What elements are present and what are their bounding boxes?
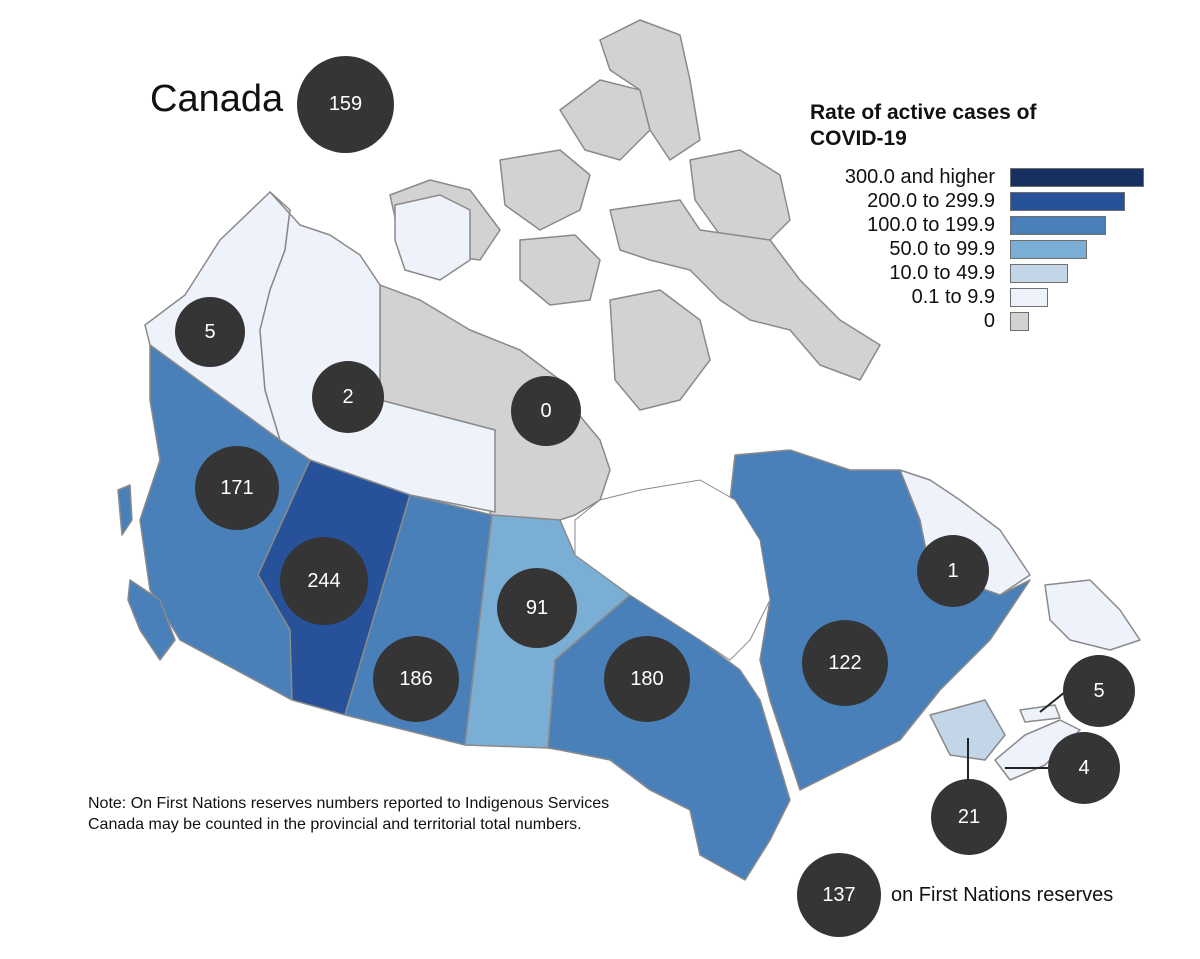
first-nations-label: on First Nations reserves: [891, 884, 1114, 906]
bubble-quebec: 122: [802, 620, 888, 706]
legend-title-line2: COVID-19: [810, 127, 907, 150]
arctic-island-5: [689, 149, 791, 251]
note-text: Note: On First Nations reserves numbers …: [88, 795, 610, 833]
arctic-island-7: [609, 289, 711, 411]
bubble-manitoba: 91: [497, 568, 577, 648]
bubble-nova-scotia: 4: [1048, 732, 1120, 804]
arctic-island-6: [519, 234, 601, 306]
legend-label: 200.0 to 299.9: [867, 190, 995, 212]
legend-label: 0.1 to 9.9: [911, 286, 995, 308]
legend-title-line1: Rate of active cases of: [810, 101, 1037, 124]
legend-swatch: [1010, 192, 1125, 211]
legend-swatch: [1010, 312, 1029, 331]
bubble-alberta: 244: [280, 537, 368, 625]
legend-label: 0: [983, 310, 995, 332]
national-count-bubble: 159: [297, 56, 394, 153]
bubble-saskatchewan: 186: [373, 636, 459, 722]
bubble-british-columbia: 171: [195, 446, 279, 530]
arctic-island-4: [599, 19, 701, 161]
legend-label: 100.0 to 199.9: [867, 214, 995, 236]
bubble-new-brunswick: 21: [931, 779, 1007, 855]
legend-label: 10.0 to 49.9: [889, 262, 995, 284]
arctic-island-3: [559, 79, 651, 161]
region-nova-scotia[interactable]: [994, 719, 1081, 781]
arctic-island-8: [394, 194, 471, 281]
haida-gwaii: [117, 484, 133, 536]
legend-swatch: [1010, 168, 1144, 187]
legend-swatch: [1010, 216, 1106, 235]
region-ontario[interactable]: [547, 594, 791, 881]
legend-swatch: [1010, 288, 1048, 307]
region-prince-edward-island[interactable]: [1019, 704, 1061, 723]
bubble-prince-edward-island: 5: [1063, 655, 1135, 727]
vancouver-island: [127, 579, 176, 661]
legend-title: Rate of active cases of COVID-19: [810, 100, 1110, 152]
hudson-bay: [574, 479, 771, 661]
map-title: Canada: [150, 78, 284, 120]
bubble-yukon: 5: [175, 297, 245, 367]
region-new-brunswick[interactable]: [929, 699, 1006, 761]
legend-label: 300.0 and higher: [844, 166, 995, 188]
bubble-first-nations-reserves: 137: [797, 853, 881, 937]
bubble-northwest-territories: 2: [312, 361, 384, 433]
bubble-ontario: 180: [604, 636, 690, 722]
legend-label: 50.0 to 99.9: [889, 238, 995, 260]
legend-swatch: [1010, 240, 1087, 259]
arctic-island-2: [499, 149, 591, 231]
region-newfoundland: [1044, 579, 1141, 651]
bubble-nunavut: 0: [511, 376, 581, 446]
bubble-newfoundland-and-labrador: 1: [917, 535, 989, 607]
legend-swatch: [1010, 264, 1068, 283]
baffin-island: [609, 199, 881, 381]
